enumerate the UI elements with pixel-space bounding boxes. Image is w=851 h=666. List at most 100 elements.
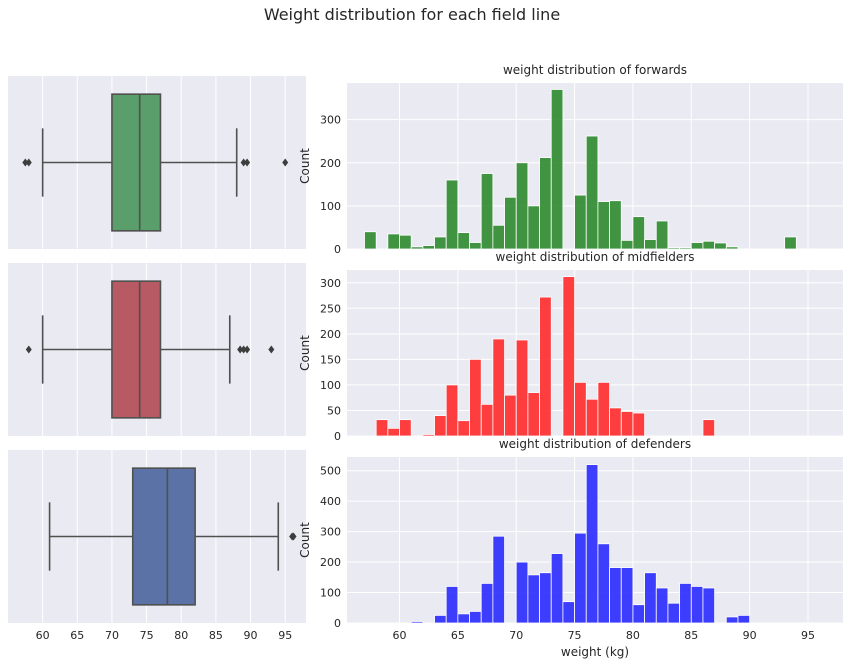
histogram-bar (492, 224, 505, 250)
histogram-bar (480, 583, 494, 624)
box-outlier (22, 158, 29, 167)
histogram-y-tick-label: 250 (320, 302, 341, 315)
histogram-bar (504, 196, 517, 250)
box-iqr (111, 93, 162, 232)
histogram-x-tick-label: 75 (568, 629, 582, 642)
histogram-bar (655, 220, 669, 250)
histogram-y-axis-label: Count (298, 148, 312, 184)
histogram-bar (609, 407, 622, 437)
histogram-bar (480, 403, 494, 437)
histogram-bar (597, 543, 610, 624)
histogram-bar (422, 245, 435, 250)
box-x-tick-label: 75 (140, 629, 154, 642)
histogram-bar (632, 412, 645, 437)
histogram-midfielders (347, 270, 843, 437)
histogram-bar (445, 586, 459, 624)
histogram-y-tick-label: 300 (320, 277, 341, 290)
histogram-y-tick-label: 100 (320, 379, 341, 392)
histogram-bar (714, 242, 727, 250)
histogram-bar (585, 398, 599, 437)
histogram-bar (574, 532, 587, 624)
histogram-bar (690, 586, 704, 624)
histogram-bar (550, 553, 564, 624)
histogram-bar (527, 392, 540, 437)
histogram-x-tick-label: 80 (626, 629, 640, 642)
histogram-bar (504, 394, 517, 437)
histogram-y-tick-label: 500 (320, 465, 341, 478)
histogram-bar (434, 614, 447, 624)
histogram-y-axis-label: Count (298, 335, 312, 371)
histogram-bar (469, 611, 482, 624)
histogram-x-tick-label: 95 (801, 629, 815, 642)
histogram-bar (539, 572, 552, 624)
box-outlier (282, 158, 289, 167)
box-outlier (244, 345, 251, 354)
histogram-y-tick-label: 50 (327, 404, 341, 417)
histogram-bar (387, 233, 400, 250)
histogram-bar (457, 420, 470, 437)
histogram-bar (620, 239, 634, 250)
histogram-bar (492, 535, 505, 624)
histogram-bar (562, 601, 575, 624)
histogram-bar (585, 135, 599, 250)
box-outlier (25, 158, 32, 167)
figure-title: Weight distribution for each field line (264, 5, 560, 24)
histogram-bar (609, 567, 622, 624)
histogram-bar (410, 621, 424, 624)
histogram-x-tick-label: 85 (684, 629, 698, 642)
box-x-tick-label: 95 (278, 629, 292, 642)
histogram-y-tick-label: 200 (320, 328, 341, 341)
histogram-bar (515, 339, 529, 437)
box-outlier (290, 532, 297, 541)
box-x-tick-label: 60 (36, 629, 50, 642)
histogram-bar (527, 205, 540, 250)
histogram-bar (585, 464, 599, 624)
histogram-bar (469, 242, 482, 250)
box-outlier (240, 158, 247, 167)
histogram-x-tick-label: 90 (743, 629, 757, 642)
box-x-tick-label: 70 (105, 629, 119, 642)
histogram-bar (375, 419, 389, 437)
histogram-bar (679, 583, 692, 624)
histogram-bar (690, 242, 704, 250)
histogram-y-tick-label: 400 (320, 495, 341, 508)
histogram-bar (597, 201, 610, 250)
histogram-defenders (347, 457, 843, 624)
histogram-bar (539, 157, 552, 250)
histogram-bar (434, 236, 447, 250)
histogram-bar (632, 216, 645, 250)
box-outlier (25, 345, 32, 354)
box-outlier (237, 345, 244, 354)
histogram-bar (667, 247, 681, 250)
histogram-x-tick-label: 60 (393, 629, 407, 642)
histogram-bar (492, 338, 505, 437)
histogram-bar (457, 232, 470, 250)
histogram-bar (620, 411, 634, 437)
histogram-x-tick-label: 70 (509, 629, 523, 642)
histogram-bar (550, 89, 564, 250)
box-iqr (131, 467, 196, 606)
box-x-tick-label: 65 (70, 629, 84, 642)
histogram-bar (515, 162, 529, 250)
histogram-y-tick-label: 150 (320, 353, 341, 366)
histogram-bar (702, 587, 716, 624)
histogram-y-tick-label: 200 (320, 157, 341, 170)
histogram-bar (725, 616, 739, 624)
histogram-bar (784, 236, 797, 250)
histogram-bar (387, 427, 400, 437)
histogram-bar (445, 179, 459, 250)
box-x-tick-label: 80 (174, 629, 188, 642)
histogram-bar (410, 246, 424, 250)
histogram-y-tick-label: 300 (320, 526, 341, 539)
histogram-bar (422, 434, 435, 437)
histogram-bar (620, 567, 634, 624)
histogram-bar (679, 247, 692, 250)
histogram-bar (480, 173, 494, 250)
histogram-y-tick-label: 0 (334, 243, 341, 256)
histogram-y-tick-label: 300 (320, 114, 341, 127)
histogram-bar (399, 234, 412, 250)
histogram-y-tick-label: 0 (334, 430, 341, 443)
histogram-bar (527, 574, 540, 624)
histogram-bar (457, 613, 470, 624)
box-plot-defenders (8, 450, 306, 623)
